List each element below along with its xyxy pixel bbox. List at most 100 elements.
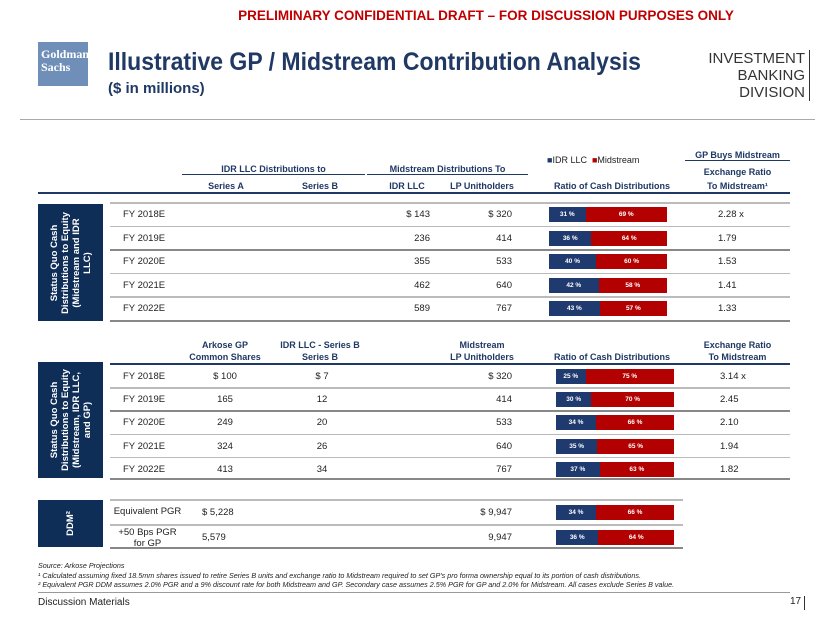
cell-exchange-ratio: 2.10 [720,417,739,429]
col-to-midstream: To Midstream¹ [707,181,768,191]
col-exchange-ratio-2: Exchange Ratio [703,340,772,350]
ratio-bar: 35 % 65 % [556,438,674,454]
col-lp-unitholders-2: LP Unitholders [450,352,514,362]
midstream-share-segment: 66 % [596,415,674,431]
idr-share-segment: 40 % [549,254,597,269]
row-year: FY 2021E [123,279,166,291]
page-subtitle: ($ in millions) [108,80,205,97]
cell-lp-unitholders: 640 [496,440,512,452]
midstream-share-segment: 65 % [597,438,674,454]
legend: ■IDR LLC ■Midstream [547,155,639,165]
ratio-bar: 25 % 75 % [556,369,674,384]
cell-idr-llc: $ 143 [406,209,430,220]
col-idr-llc: IDR LLC [389,181,425,191]
cell-lp-unitholders: 767 [496,303,512,314]
idr-share-segment: 34 % [556,505,597,520]
cell-series-b: 12 [316,394,328,406]
row-label: +50 Bps PGR for GP [118,527,177,549]
cell-arkose-gp: 5,579 [202,532,226,543]
col-arkose-gp: Arkose GP [201,340,249,350]
midstream-share-segment: 58 % [598,277,667,293]
col-ratio: Ratio of Cash Distributions [553,181,670,191]
cell-lp-unitholders: $ 320 [488,371,512,382]
cell-idr-llc: 236 [414,232,430,244]
division-line-1: INVESTMENT BANKING [708,50,805,84]
ratio-bar: 43 % 57 % [549,301,667,316]
row-year: FY 2020E [123,256,166,267]
footer-rule [38,592,790,593]
col-ratio-2: Ratio of Cash Distributions [553,352,670,362]
row-divider [110,387,790,389]
confidential-banner: PRELIMINARY CONFIDENTIAL DRAFT – FOR DIS… [238,8,734,23]
cell-lp-unitholders: $ 9,947 [480,507,512,518]
midstream-share-segment: 64 % [598,530,674,545]
footnote-2: ² Equivalent PGR DDM assumes 2.0% PGR an… [38,580,675,589]
cell-exchange-ratio: 1.41 [718,279,737,291]
midstream-share-segment: 63 % [599,461,674,477]
legend-idr-label: IDR LLC [552,155,587,165]
cell-series-b: $ 7 [315,371,329,382]
row-year: FY 2019E [123,232,166,244]
midstream-share-segment: 66 % [596,505,674,520]
col-lp-unitholders: LP Unitholders [450,181,514,191]
midstream-share-segment: 70 % [591,392,674,408]
col-exchange-ratio: Exchange Ratio [703,167,772,177]
cell-exchange-ratio: 1.94 [720,440,739,452]
cell-lp-unitholders: 414 [496,394,512,406]
cell-arkose-gp: $ 5,228 [202,507,234,518]
legend-midstream-swatch: ■ [591,155,598,165]
row-year: FY 2022E [123,463,166,475]
ratio-bar: 42 % 58 % [549,277,667,293]
row-year: FY 2020E [123,417,166,429]
cell-lp-unitholders: 533 [496,256,512,267]
idr-share-segment: 42 % [549,277,599,293]
idr-share-segment: 30 % [556,392,592,408]
row-year: FY 2022E [123,303,166,314]
cell-lp-unitholders: 533 [496,417,512,429]
col-common-shares: Common Shares [189,352,261,362]
ddm-bottom-rule [110,547,683,549]
midstream-share-segment: 57 % [599,301,667,316]
row-year: FY 2018E [123,371,166,382]
group-header-idr-llc: IDR LLC Distributions to [182,164,365,175]
legend-idr-swatch: ■ [547,155,553,165]
cell-lp-unitholders: 414 [496,232,512,244]
ratio-bar: 37 % 63 % [556,461,674,477]
ddm-side-text: DDM² [65,511,76,536]
ratio-bar: 30 % 70 % [556,392,674,408]
col-midstream: Midstream [459,340,505,350]
cell-lp-unitholders: 9,947 [488,532,512,543]
cell-idr-llc: 462 [414,279,430,291]
cell-arkose-gp: 324 [217,440,233,452]
idr-share-segment: 43 % [549,301,600,316]
table2-bottom-rule [110,478,790,480]
ratio-bar: 34 % 66 % [556,505,674,520]
ratio-bar: 34 % 66 % [556,415,674,431]
row-divider [110,410,790,413]
cell-lp-unitholders: $ 320 [488,209,512,220]
cell-series-b: 34 [316,463,328,475]
col-to-midstream-2: To Midstream [708,352,767,362]
ratio-bar: 40 % 60 % [549,254,667,269]
midstream-share-segment: 75 % [585,369,674,384]
row-divider [110,225,790,227]
cell-arkose-gp: 165 [217,394,233,406]
ratio-bar: 31 % 69 % [549,207,667,222]
row-divider [110,296,790,298]
midstream-share-segment: 60 % [596,254,667,269]
division-line-2: DIVISION [739,84,805,101]
legend-midstream-label: Midstream [597,155,640,165]
row-divider [110,272,790,274]
ratio-bar: 36 % 64 % [556,530,674,545]
idr-share-segment: 35 % [556,438,598,454]
row-label: Equivalent PGR [113,506,182,517]
ddm-top-rule [110,499,683,501]
midstream-share-segment: 69 % [585,207,667,222]
idr-share-segment: 31 % [549,207,586,222]
cell-idr-llc: 589 [414,303,430,314]
source-note: Source: Arkose Projections [38,561,125,570]
ddm-side-label: DDM² [38,500,103,547]
row-divider [110,524,683,526]
cell-series-b: 20 [316,417,328,429]
col-idr-series-b: IDR LLC - Series B [280,340,360,350]
